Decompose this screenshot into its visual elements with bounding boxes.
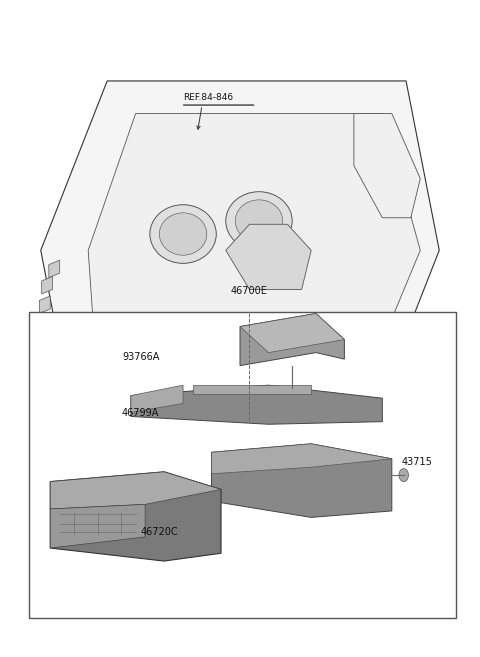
Text: 46720C: 46720C [141,527,178,537]
Polygon shape [131,385,183,413]
Polygon shape [50,505,145,548]
Polygon shape [39,296,50,313]
Ellipse shape [150,205,216,263]
Polygon shape [42,277,53,294]
Text: 46700E: 46700E [230,286,267,296]
Text: 43715: 43715 [401,457,432,467]
Polygon shape [185,418,200,431]
FancyBboxPatch shape [29,312,456,618]
Polygon shape [354,114,420,217]
Polygon shape [138,413,152,426]
Text: REF.84-846: REF.84-846 [183,93,233,102]
Text: 93766A: 93766A [122,351,159,361]
Polygon shape [50,472,221,509]
Ellipse shape [159,213,207,255]
Ellipse shape [226,192,292,250]
Text: 46799A: 46799A [122,408,159,419]
Circle shape [399,468,408,482]
Polygon shape [58,348,69,366]
Polygon shape [49,332,60,350]
Polygon shape [41,81,439,420]
Polygon shape [212,444,392,474]
Polygon shape [100,407,114,420]
Ellipse shape [235,200,283,242]
Polygon shape [50,472,221,561]
Polygon shape [42,315,53,333]
Polygon shape [240,313,344,353]
Polygon shape [280,418,295,431]
Polygon shape [192,385,311,394]
Polygon shape [88,114,420,387]
Polygon shape [212,444,392,518]
Polygon shape [131,385,383,424]
Polygon shape [68,361,79,378]
Polygon shape [240,313,344,366]
Polygon shape [233,420,247,433]
Polygon shape [226,224,311,290]
Polygon shape [49,260,60,278]
